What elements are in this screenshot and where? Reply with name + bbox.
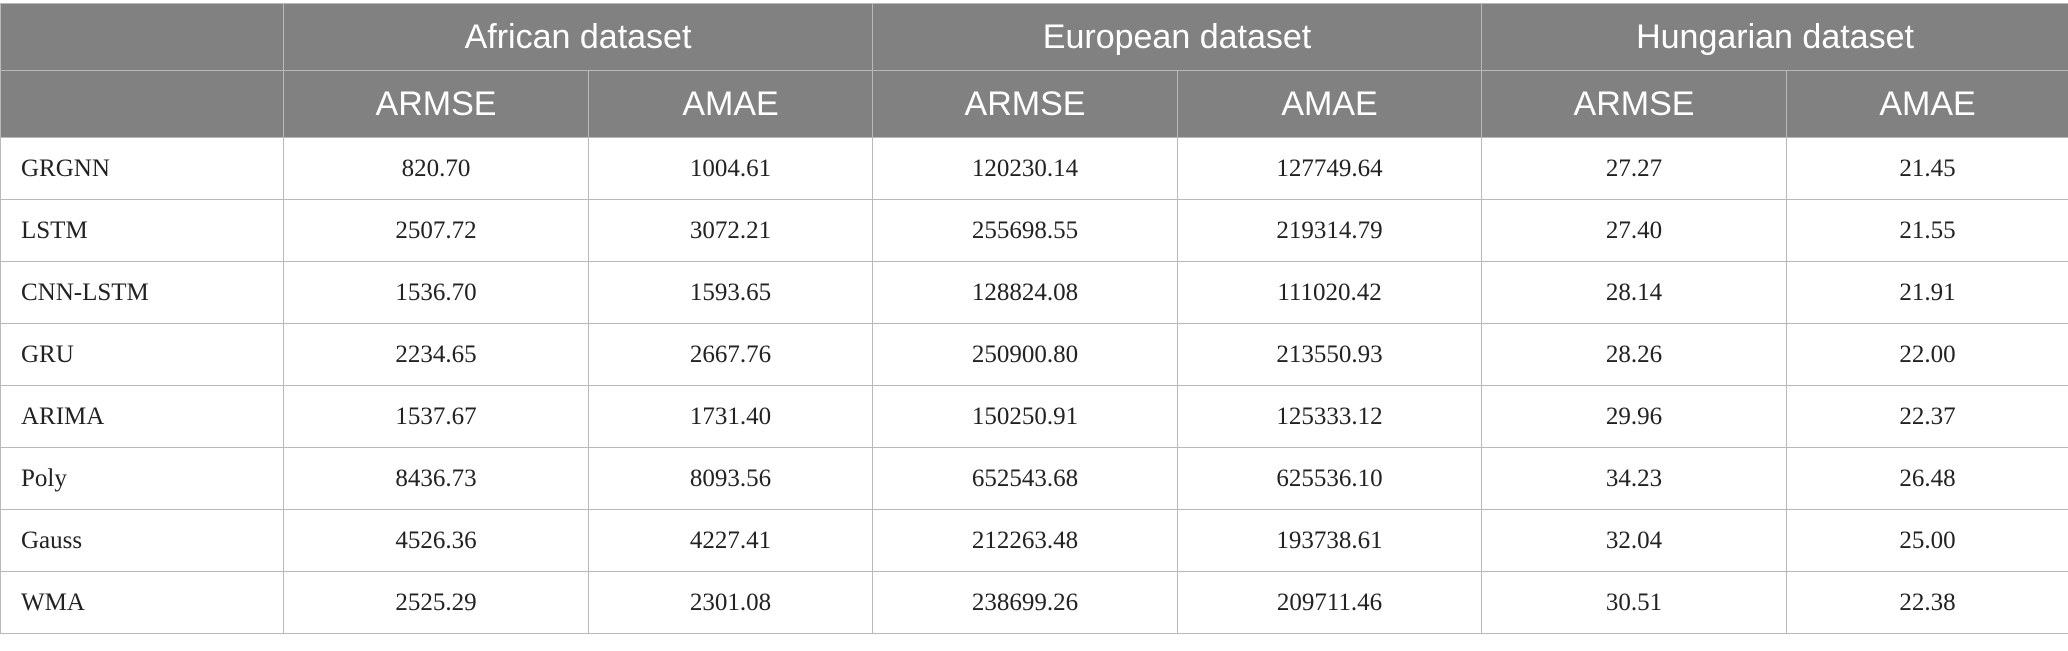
- model-name-cell: Poly: [0, 447, 284, 510]
- value-cell: 1537.67: [283, 385, 589, 448]
- value-cell: 238699.26: [872, 571, 1179, 634]
- value-cell: 111020.42: [1177, 261, 1483, 324]
- value-cell: 2667.76: [587, 323, 874, 386]
- group-header-row: African dataset European dataset Hungari…: [0, 3, 2068, 71]
- table-row: LSTM 2507.72 3072.21 255698.55 219314.79 27.4…: [0, 199, 2068, 262]
- group-header-european: European dataset: [872, 3, 1483, 71]
- value-cell: 8436.73: [283, 447, 589, 510]
- value-cell: 1536.70: [283, 261, 589, 324]
- value-cell: 127749.64: [1177, 137, 1483, 200]
- results-table: African dataset European dataset Hungari…: [0, 3, 2068, 634]
- value-cell: 21.91: [1786, 261, 2068, 324]
- value-cell: 26.48: [1786, 447, 2068, 510]
- model-name-cell: CNN-LSTM: [0, 261, 284, 324]
- metric-header-armse: ARMSE: [283, 70, 589, 138]
- value-cell: 1004.61: [587, 137, 874, 200]
- value-cell: 2507.72: [283, 199, 589, 262]
- value-cell: 21.45: [1786, 137, 2068, 200]
- value-cell: 27.40: [1481, 199, 1788, 262]
- value-cell: 209711.46: [1177, 571, 1483, 634]
- metric-header-amae: AMAE: [587, 70, 874, 138]
- value-cell: 28.14: [1481, 261, 1788, 324]
- table-row: WMA 2525.29 2301.08 238699.26 209711.46 30.51…: [0, 571, 2068, 634]
- value-cell: 28.26: [1481, 323, 1788, 386]
- model-name-cell: GRU: [0, 323, 284, 386]
- model-name-cell: GRGNN: [0, 137, 284, 200]
- value-cell: 820.70: [283, 137, 589, 200]
- table-row: Poly 8436.73 8093.56 652543.68 625536.10 34.2…: [0, 447, 2068, 510]
- value-cell: 22.37: [1786, 385, 2068, 448]
- model-name-cell: Gauss: [0, 509, 284, 572]
- metric-header-armse: ARMSE: [872, 70, 1179, 138]
- table-row: GRU 2234.65 2667.76 250900.80 213550.93 28.26…: [0, 323, 2068, 386]
- value-cell: 1731.40: [587, 385, 874, 448]
- value-cell: 193738.61: [1177, 509, 1483, 572]
- value-cell: 4526.36: [283, 509, 589, 572]
- value-cell: 625536.10: [1177, 447, 1483, 510]
- value-cell: 219314.79: [1177, 199, 1483, 262]
- table-row: Gauss 4526.36 4227.41 212263.48 193738.61 32.…: [0, 509, 2068, 572]
- model-name-cell: ARIMA: [0, 385, 284, 448]
- table-body: GRGNN 820.70 1004.61 120230.14 127749.64 27.2…: [0, 137, 2068, 634]
- value-cell: 27.27: [1481, 137, 1788, 200]
- table-row: CNN-LSTM 1536.70 1593.65 128824.08 111020.42…: [0, 261, 2068, 324]
- value-cell: 250900.80: [872, 323, 1179, 386]
- value-cell: 120230.14: [872, 137, 1179, 200]
- value-cell: 21.55: [1786, 199, 2068, 262]
- value-cell: 150250.91: [872, 385, 1179, 448]
- value-cell: 125333.12: [1177, 385, 1483, 448]
- value-cell: 4227.41: [587, 509, 874, 572]
- value-cell: 2301.08: [587, 571, 874, 634]
- metric-header-amae: AMAE: [1786, 70, 2068, 138]
- corner-cell: [0, 70, 284, 138]
- value-cell: 213550.93: [1177, 323, 1483, 386]
- value-cell: 128824.08: [872, 261, 1179, 324]
- value-cell: 3072.21: [587, 199, 874, 262]
- corner-cell: [0, 3, 284, 71]
- metric-header-amae: AMAE: [1177, 70, 1483, 138]
- table-row: ARIMA 1537.67 1731.40 150250.91 125333.12 29.…: [0, 385, 2068, 448]
- value-cell: 25.00: [1786, 509, 2068, 572]
- group-header-african: African dataset: [282, 3, 874, 71]
- value-cell: 2525.29: [283, 571, 589, 634]
- value-cell: 212263.48: [872, 509, 1179, 572]
- value-cell: 22.38: [1786, 571, 2068, 634]
- model-name-cell: WMA: [0, 571, 284, 634]
- metric-header-armse: ARMSE: [1481, 70, 1788, 138]
- table-row: GRGNN 820.70 1004.61 120230.14 127749.64 27.2…: [0, 137, 2068, 200]
- value-cell: 2234.65: [283, 323, 589, 386]
- group-header-hungarian: Hungarian dataset: [1481, 3, 2068, 71]
- value-cell: 30.51: [1481, 571, 1788, 634]
- value-cell: 29.96: [1481, 385, 1788, 448]
- value-cell: 255698.55: [872, 199, 1179, 262]
- value-cell: 652543.68: [872, 447, 1179, 510]
- value-cell: 32.04: [1481, 509, 1788, 572]
- value-cell: 1593.65: [587, 261, 874, 324]
- value-cell: 22.00: [1786, 323, 2068, 386]
- model-name-cell: LSTM: [0, 199, 284, 262]
- metric-header-row: ARMSE AMAE ARMSE AMAE ARMSE AMAE: [0, 70, 2068, 138]
- value-cell: 34.23: [1481, 447, 1788, 510]
- value-cell: 8093.56: [587, 447, 874, 510]
